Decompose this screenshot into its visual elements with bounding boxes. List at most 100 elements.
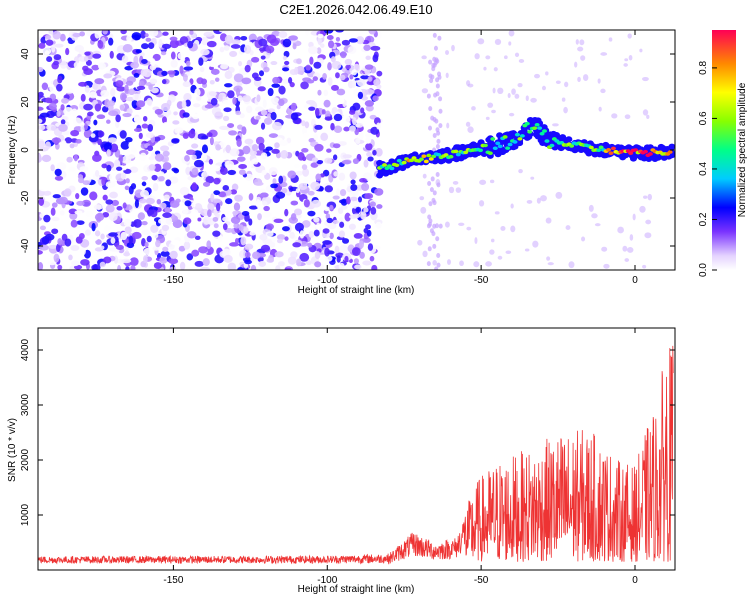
heatmap-cell — [434, 223, 439, 229]
heatmap-cell — [56, 83, 63, 92]
heatmap-cell — [109, 50, 114, 59]
heatmap-cell — [244, 243, 254, 250]
heatmap-cell — [479, 179, 487, 185]
heatmap-cell — [51, 137, 62, 144]
heatmap-cell — [339, 221, 345, 228]
heatmap-cell — [309, 56, 314, 65]
heatmap-cell — [159, 202, 167, 209]
heatmap-cell — [106, 164, 112, 172]
heatmap-cell — [514, 52, 520, 57]
heatmap-cell — [96, 114, 106, 120]
heatmap-cell — [420, 206, 427, 214]
heatmap-cell — [374, 188, 384, 196]
heatmap-cell — [259, 192, 269, 198]
heatmap-cell — [276, 238, 283, 244]
heatmap-cell — [223, 254, 233, 263]
heatmap-cell — [187, 205, 193, 210]
heatmap-cell — [230, 44, 241, 49]
heatmap-cell — [267, 108, 276, 113]
heatmap-cell — [577, 46, 584, 52]
heatmap-cell — [474, 53, 480, 60]
heatmap-cell — [524, 248, 530, 252]
heatmap-cell — [222, 115, 230, 122]
heatmap-cell — [349, 196, 358, 201]
heatmap-cell — [42, 47, 52, 55]
heatmap-cell — [114, 159, 121, 167]
heatmap-cell — [186, 253, 194, 261]
heatmap-cell — [292, 43, 297, 50]
heatmap-cell — [214, 111, 224, 120]
heatmap-cell — [487, 151, 493, 156]
heatmap-cell — [200, 266, 210, 270]
heatmap-cell — [314, 108, 320, 117]
heatmap-cell — [603, 263, 610, 269]
heatmap-cell — [129, 166, 139, 173]
heatmap-cell — [97, 62, 106, 70]
heatmap-cell — [369, 255, 375, 262]
heatmap-cell — [428, 157, 434, 161]
heatmap-cell — [333, 171, 339, 177]
heatmap-cell — [453, 149, 459, 154]
heatmap-cell — [194, 88, 201, 97]
heatmap-cell — [466, 80, 471, 86]
heatmap-cell — [263, 205, 270, 212]
heatmap-cell — [434, 57, 439, 63]
heatmap-cell — [259, 234, 268, 241]
heatmap-cell — [645, 219, 652, 225]
heatmap-cell — [170, 51, 176, 60]
heatmap-cell — [268, 167, 278, 176]
heatmap-cell — [646, 114, 650, 119]
heatmap-cell — [54, 175, 64, 181]
heatmap-cell — [438, 223, 443, 229]
heatmap-cell — [285, 191, 292, 196]
heatmap-xlabel: Height of straight line (km) — [298, 285, 415, 296]
heatmap-cell — [489, 249, 495, 255]
heatmap-cell — [204, 104, 214, 109]
heatmap-cell — [203, 31, 214, 37]
heatmap-cell — [581, 236, 586, 242]
x-tick-label: -150 — [163, 275, 183, 286]
heatmap-cell — [63, 107, 74, 116]
heatmap-cell — [642, 149, 648, 154]
heatmap-cell — [315, 173, 322, 182]
heatmap-cell — [58, 123, 68, 132]
heatmap-cell — [99, 245, 105, 250]
heatmap-cell — [322, 228, 330, 234]
heatmap-cell — [301, 148, 309, 153]
heatmap-cell — [265, 45, 275, 54]
heatmap-cell — [51, 202, 58, 208]
heatmap-cell — [467, 126, 474, 134]
heatmap-cell — [210, 193, 215, 203]
heatmap-cell — [168, 258, 179, 265]
heatmap-cell — [338, 230, 346, 238]
heatmap-cell — [69, 143, 75, 149]
heatmap-cell — [39, 112, 50, 118]
heatmap-cell — [428, 59, 433, 65]
heatmap-cell — [152, 53, 161, 61]
heatmap-cell — [85, 210, 93, 218]
heatmap-cell — [84, 229, 91, 236]
heatmap-cell — [250, 264, 257, 270]
heatmap-cell — [227, 123, 235, 128]
heatmap-cell — [252, 251, 261, 260]
heatmap-cell — [434, 118, 439, 124]
heatmap-cell — [432, 132, 437, 138]
heatmap-cell — [514, 93, 520, 99]
heatmap-cell — [133, 116, 142, 124]
heatmap-cell — [238, 250, 248, 259]
heatmap-cell — [510, 203, 514, 209]
heatmap-cell — [63, 188, 72, 197]
heatmap-cell — [126, 34, 132, 43]
heatmap-cell — [357, 91, 364, 100]
heatmap-cell — [273, 218, 284, 223]
heatmap-cell — [436, 71, 441, 77]
heatmap-cell — [224, 83, 233, 88]
heatmap-cell — [53, 60, 59, 66]
heatmap-cell — [432, 32, 437, 38]
heatmap-cell — [251, 144, 259, 152]
heatmap-cell — [238, 224, 244, 231]
heatmap-cell — [162, 122, 168, 128]
heatmap-cell — [502, 135, 508, 139]
heatmap-cell — [564, 81, 569, 88]
heatmap-cell — [68, 166, 76, 172]
